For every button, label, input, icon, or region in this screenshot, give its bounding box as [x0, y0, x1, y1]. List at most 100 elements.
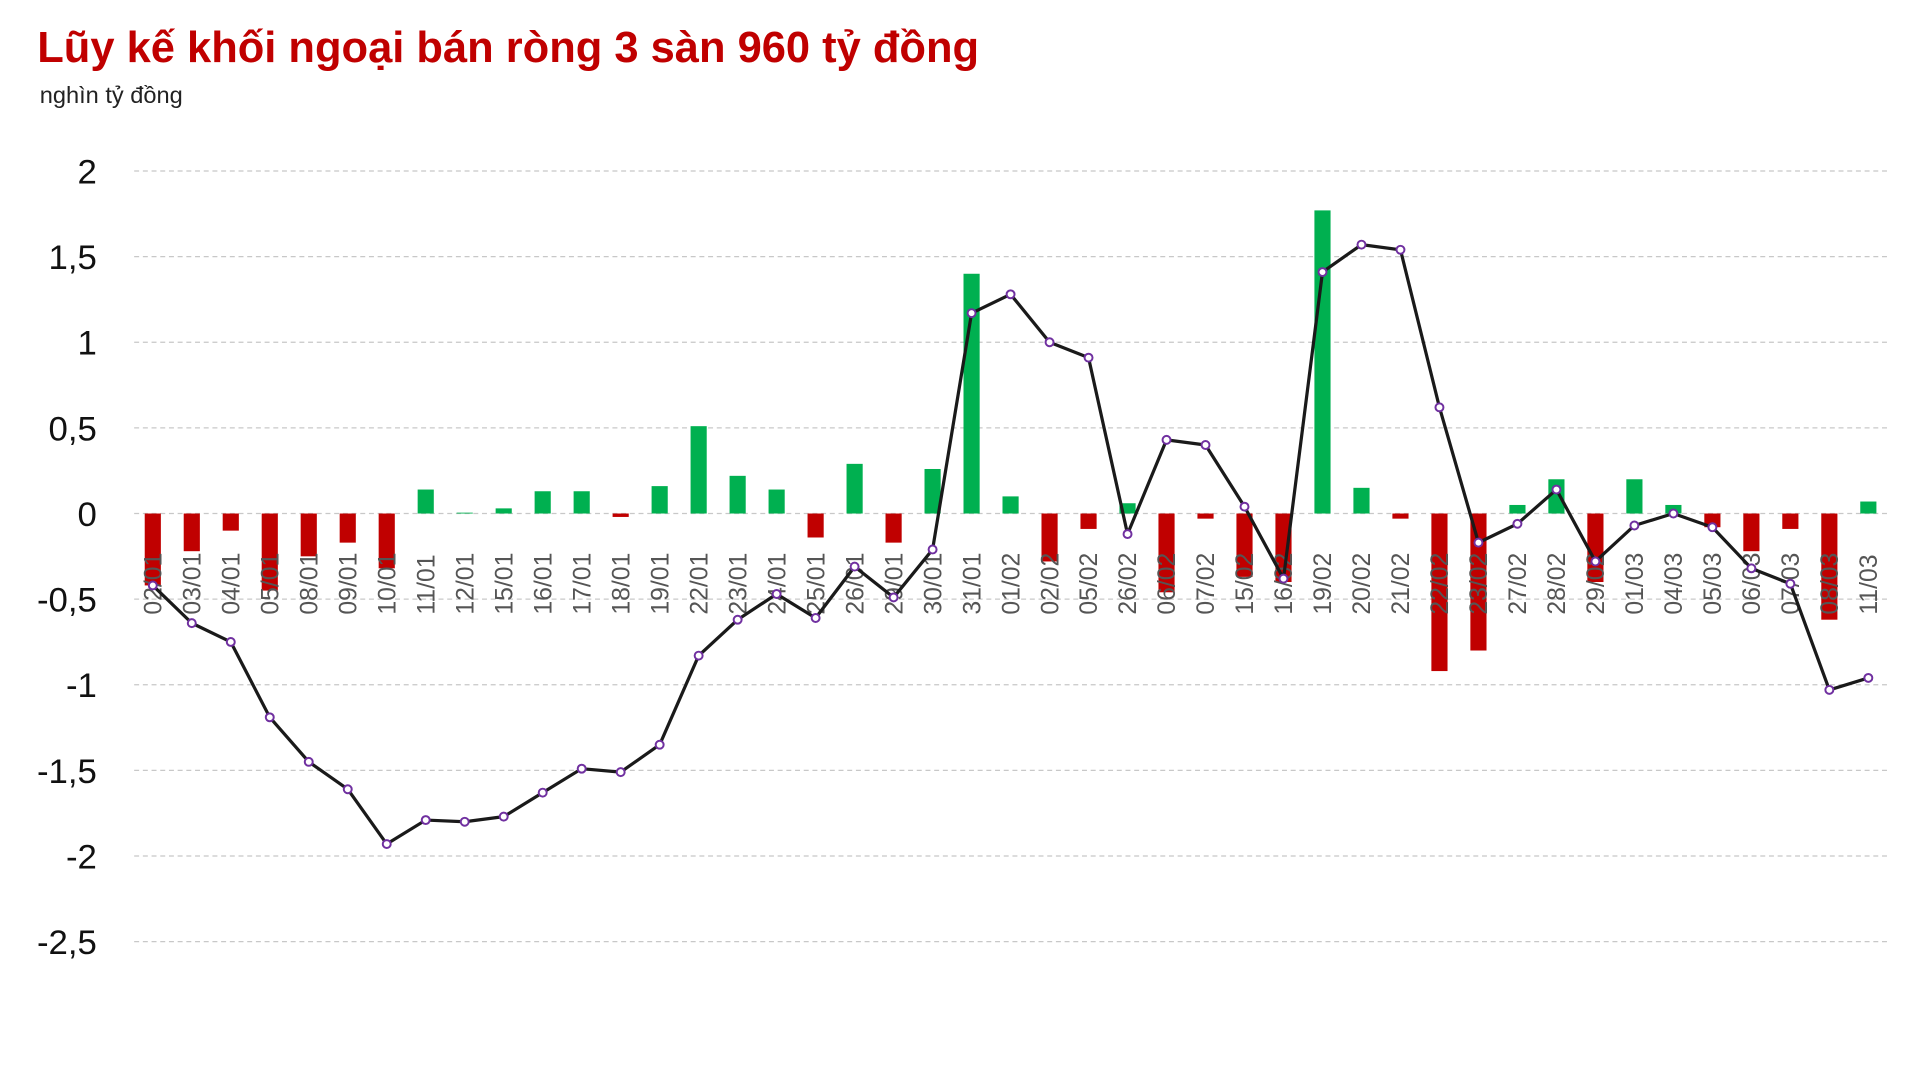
bar: [729, 475, 746, 514]
bar: [300, 513, 317, 557]
x-tick-label: 22/01: [686, 553, 713, 615]
x-tick-label: 19/02: [1310, 553, 1337, 615]
bar: [339, 513, 356, 543]
line-marker: [1512, 518, 1523, 529]
bar: [1743, 513, 1760, 552]
line-marker: [303, 756, 314, 767]
bar: [1236, 513, 1253, 577]
line-marker: [225, 637, 236, 647]
line-marker: [1356, 239, 1367, 250]
bar: [1002, 496, 1019, 514]
y-tick-label: 1,5: [49, 239, 97, 277]
x-tick-label: 30/01: [920, 553, 947, 615]
x-tick-label: 04/03: [1661, 553, 1688, 615]
line-marker: [1551, 484, 1562, 495]
x-tick-label: 26/02: [1115, 553, 1142, 615]
line-marker: [1629, 520, 1640, 531]
line-marker: [264, 712, 275, 723]
line-marker: [1044, 337, 1055, 348]
line-marker: [1122, 529, 1133, 540]
x-tick-label: 21/02: [1388, 553, 1415, 615]
x-tick-label: 22/02: [1427, 553, 1454, 615]
line-marker: [732, 614, 743, 625]
line-marker: [498, 811, 509, 822]
bar: [417, 489, 434, 514]
line-marker: [693, 650, 704, 661]
line-marker: [1668, 508, 1679, 519]
x-tick-label: 09/01: [335, 553, 362, 615]
line-marker: [537, 787, 548, 798]
x-tick-label: 10/01: [374, 553, 401, 615]
x-tick-label: 18/01: [608, 553, 635, 615]
line-marker: [849, 561, 860, 572]
bar: [1275, 513, 1292, 583]
bar: [690, 426, 707, 514]
bar: [807, 513, 824, 538]
line-marker: [810, 613, 821, 623]
line-marker: [1746, 563, 1757, 574]
y-tick-label: -2: [66, 838, 97, 876]
x-tick-label: 03/01: [179, 553, 206, 615]
bar: [1470, 513, 1487, 651]
x-tick-label: 01/03: [1622, 553, 1649, 615]
bar: [1392, 513, 1409, 519]
line-marker: [1278, 573, 1289, 584]
x-tick-label: 11/01: [413, 554, 440, 614]
x-tick-label: 27/02: [1505, 553, 1532, 615]
bar: [1782, 513, 1799, 529]
line-marker: [615, 767, 626, 778]
bar: [1041, 513, 1058, 562]
x-tick-label: 05/02: [1076, 553, 1103, 615]
bar: [1353, 487, 1370, 514]
line-marker: [147, 580, 158, 591]
x-tick-label: 20/02: [1349, 553, 1376, 615]
x-tick-label: 01/02: [998, 553, 1025, 615]
line-marker: [1083, 352, 1094, 363]
bar: [261, 513, 278, 591]
bar: [1158, 513, 1175, 593]
y-tick-label: -1: [66, 667, 97, 705]
bar: [1821, 513, 1838, 620]
line-marker: [186, 618, 197, 629]
bar: [924, 468, 941, 514]
y-tick-label: -0,5: [37, 582, 97, 620]
bar: [1587, 513, 1604, 583]
line-marker: [576, 763, 587, 774]
line-marker: [420, 815, 431, 826]
bar: [222, 513, 239, 531]
bar: [144, 513, 161, 586]
x-tick-label: 02/02: [1037, 553, 1064, 615]
line-marker: [1824, 684, 1835, 695]
line: [151, 243, 1869, 846]
x-tick-label: 23/01: [725, 553, 752, 615]
bar: [1704, 513, 1721, 528]
line-marker: [342, 784, 353, 795]
line-marker: [1473, 537, 1484, 548]
x-tick-label: 06/02: [1154, 553, 1181, 615]
x-tick-label: 07/02: [1193, 553, 1220, 615]
line-marker: [927, 544, 938, 555]
y-tick-label: 0,5: [49, 410, 97, 448]
line-marker: [888, 592, 899, 603]
x-tick-label: 16/01: [530, 553, 557, 615]
line-marker: [381, 839, 392, 849]
y-tick-label: -1,5: [37, 753, 97, 791]
x-tick-label: 04/01: [218, 553, 245, 615]
bar: [1431, 513, 1448, 672]
line-marker: [459, 816, 470, 827]
bar: [1626, 479, 1643, 514]
x-tick-label: 08/03: [1817, 553, 1844, 615]
bar: [456, 512, 473, 514]
x-tick-label: 08/01: [296, 553, 323, 615]
y-tick-label: 0: [78, 496, 97, 534]
x-tick-label: 15/02: [1232, 553, 1259, 615]
x-tick-label: 24/01: [764, 553, 791, 615]
x-tick-label: 05/01: [257, 553, 284, 615]
bar: [1197, 513, 1214, 519]
line-marker: [1590, 556, 1601, 567]
x-tick-label: 11/03: [1856, 554, 1883, 614]
bar: [1080, 513, 1097, 529]
bar: [1860, 501, 1877, 514]
